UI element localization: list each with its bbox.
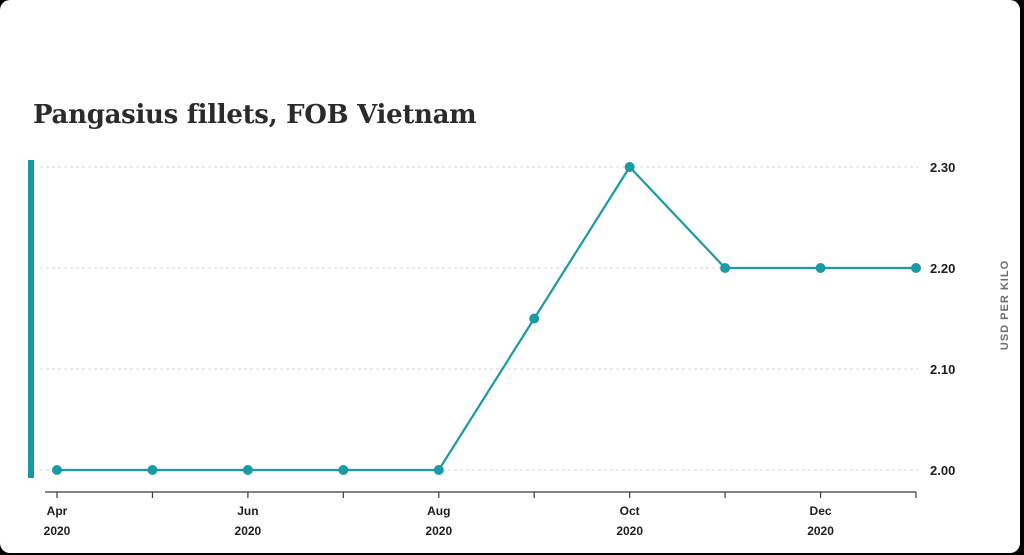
data-point	[624, 162, 635, 172]
data-point	[338, 465, 349, 475]
x-tick-label-month: Jun	[237, 504, 258, 518]
series-line	[57, 165, 916, 472]
x-tick-label-year: 2020	[44, 524, 71, 538]
y-tick-label: 2.20	[930, 261, 955, 276]
data-point	[147, 465, 158, 475]
x-tick-label-month: Aug	[427, 504, 450, 518]
chart-title: Pangasius fillets, FOB Vietnam	[33, 100, 477, 130]
x-tick-label-month: Apr	[47, 504, 68, 518]
x-tick-label-year: 2020	[235, 524, 262, 538]
x-tick-label-year: 2020	[616, 524, 643, 538]
data-point	[911, 263, 921, 273]
y-tick-label: 2.30	[930, 160, 955, 175]
data-point	[52, 465, 62, 475]
data-point	[815, 263, 826, 273]
data-point	[720, 263, 731, 273]
data-point	[529, 313, 540, 324]
data-point	[433, 465, 444, 475]
x-tick-label-year: 2020	[807, 524, 834, 538]
data-point	[242, 465, 253, 475]
x-tick-label-month: Oct	[620, 504, 640, 518]
y-tick-label: 2.10	[930, 362, 955, 377]
x-tick-label-year: 2020	[425, 524, 452, 538]
y-axis-title: USD PER KILO	[999, 260, 1011, 350]
accent-bar	[28, 160, 34, 478]
x-tick-label-month: Dec	[810, 504, 832, 518]
y-tick-label: 2.00	[930, 463, 955, 478]
